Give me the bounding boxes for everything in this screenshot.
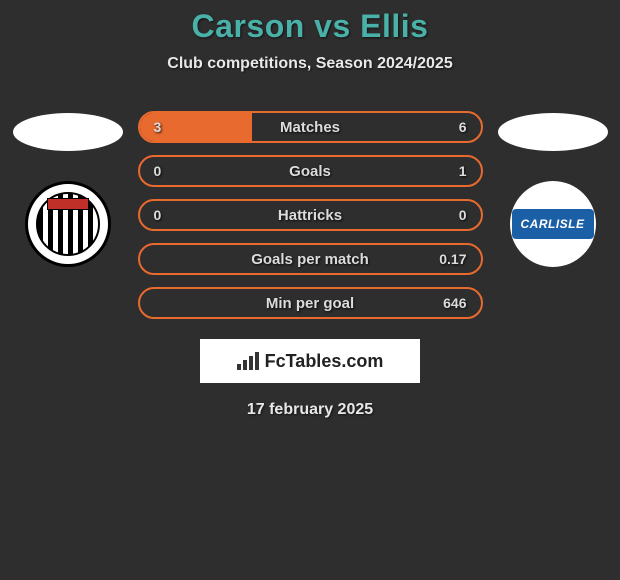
club-badge-right-icon: CARLISLE bbox=[510, 181, 596, 267]
stat-row-matches: 3 Matches 6 bbox=[138, 111, 483, 143]
stat-row-goals-per-match: Goals per match 0.17 bbox=[138, 243, 483, 275]
brand-text: FcTables.com bbox=[265, 351, 384, 372]
chart-icon bbox=[237, 352, 259, 370]
date-text: 17 february 2025 bbox=[0, 401, 620, 419]
flag-right-icon bbox=[498, 113, 608, 151]
stat-row-goals: 0 Goals 1 bbox=[138, 155, 483, 187]
stat-row-hattricks: 0 Hattricks 0 bbox=[138, 199, 483, 231]
stat-label: Goals per match bbox=[140, 251, 481, 268]
flag-left-icon bbox=[13, 113, 123, 151]
club-right-label: CARLISLE bbox=[512, 209, 594, 239]
page-title: Carson vs Ellis bbox=[0, 8, 620, 45]
subtitle: Club competitions, Season 2024/2025 bbox=[0, 55, 620, 73]
side-right: CARLISLE bbox=[493, 103, 613, 267]
side-left bbox=[8, 103, 128, 267]
brand-badge: FcTables.com bbox=[200, 339, 420, 383]
stat-label: Min per goal bbox=[140, 295, 481, 312]
stat-label: Goals bbox=[140, 163, 481, 180]
comparison-panel: 3 Matches 6 0 Goals 1 0 Hattricks 0 Goal… bbox=[0, 103, 620, 319]
club-badge-left-icon bbox=[25, 181, 111, 267]
stats-list: 3 Matches 6 0 Goals 1 0 Hattricks 0 Goal… bbox=[138, 111, 483, 319]
stat-row-min-per-goal: Min per goal 646 bbox=[138, 287, 483, 319]
stat-label: Hattricks bbox=[140, 207, 481, 224]
stat-label: Matches bbox=[140, 119, 481, 136]
